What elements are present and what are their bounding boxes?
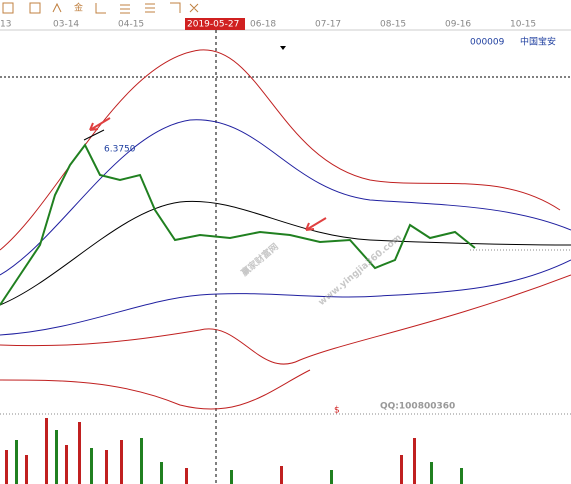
date-label: 13	[0, 20, 11, 30]
peak-label: 6.3750	[104, 145, 136, 155]
date-label: 10-15	[510, 20, 536, 30]
date-highlight	[185, 18, 245, 30]
arrow	[305, 217, 327, 231]
date-label: 2019-05-27	[187, 20, 239, 30]
toolbar-item[interactable]: 金	[74, 2, 83, 14]
stock-name: 中国宝安	[520, 36, 556, 48]
date-label: 09-16	[445, 20, 471, 30]
date-label: 06-18	[250, 20, 276, 30]
toolbar	[0, 0, 571, 16]
date-label: 03-14	[53, 20, 79, 30]
bands	[0, 49, 571, 410]
watermark-title: 赢家财富网	[239, 241, 281, 279]
date-label: 04-15	[118, 20, 144, 30]
toolbar-icons	[2, 2, 199, 14]
contact: QQ:100800360	[380, 402, 455, 412]
volume-bars	[5, 418, 463, 484]
cursor-arrow	[280, 46, 286, 50]
date-label: 08-15	[380, 20, 406, 30]
peak-pointer	[83, 129, 105, 141]
date-label: 07-17	[315, 20, 341, 30]
stock-code: 000009	[470, 38, 505, 48]
arrow	[89, 117, 111, 131]
marker: $	[334, 406, 340, 416]
